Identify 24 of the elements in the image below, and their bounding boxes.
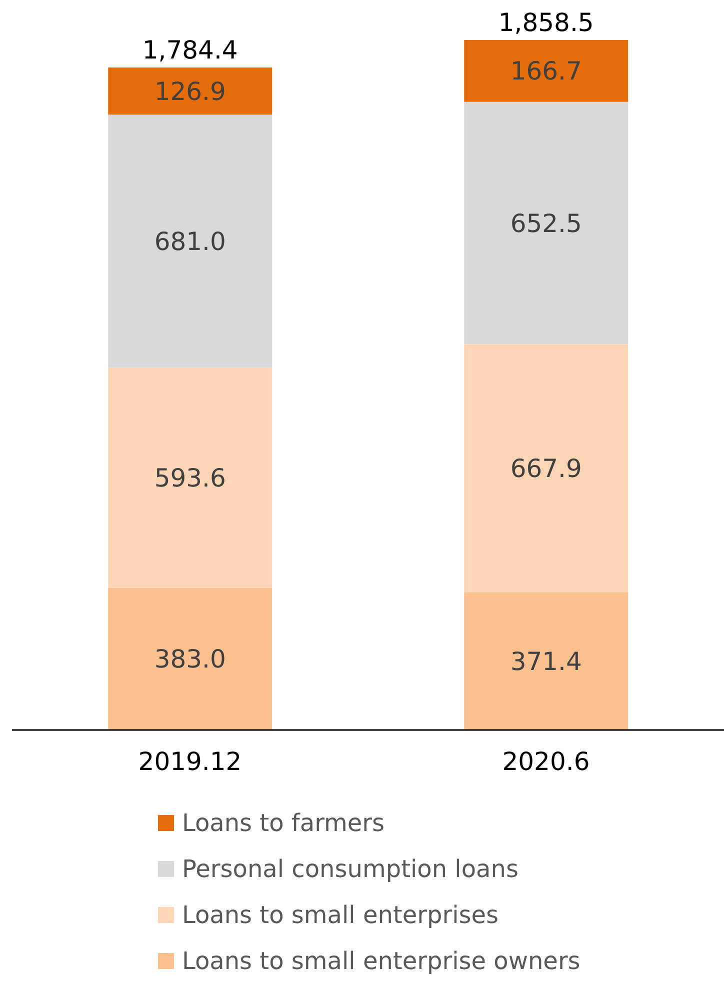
data-label: 593.6 [154,463,226,492]
bar [464,592,628,730]
legend-label: Personal consumption loans [182,855,518,883]
bar [108,114,272,368]
data-label: 166.7 [510,56,582,86]
data-label: 383.0 [154,644,226,674]
bar [108,367,272,588]
total-label: 1,784.4 [142,35,238,64]
bar [464,102,628,344]
legend-label: Loans to small enterprises [182,901,499,929]
data-label: 126.9 [154,76,226,106]
data-label: 652.5 [510,208,582,238]
x-tick-label: 2020.6 [502,746,590,776]
bar [108,588,272,730]
data-label: 667.9 [510,454,582,483]
data-label: 371.4 [510,646,582,676]
data-label: 681.0 [154,226,226,256]
bar [464,344,628,592]
legend-label: Loans to farmers [182,809,385,837]
bar [108,67,272,115]
legend-label: Loans to small enterprise owners [182,947,580,975]
bar [464,40,628,102]
x-tick-label: 2019.12 [138,746,242,776]
total-label: 1,858.5 [498,8,594,37]
